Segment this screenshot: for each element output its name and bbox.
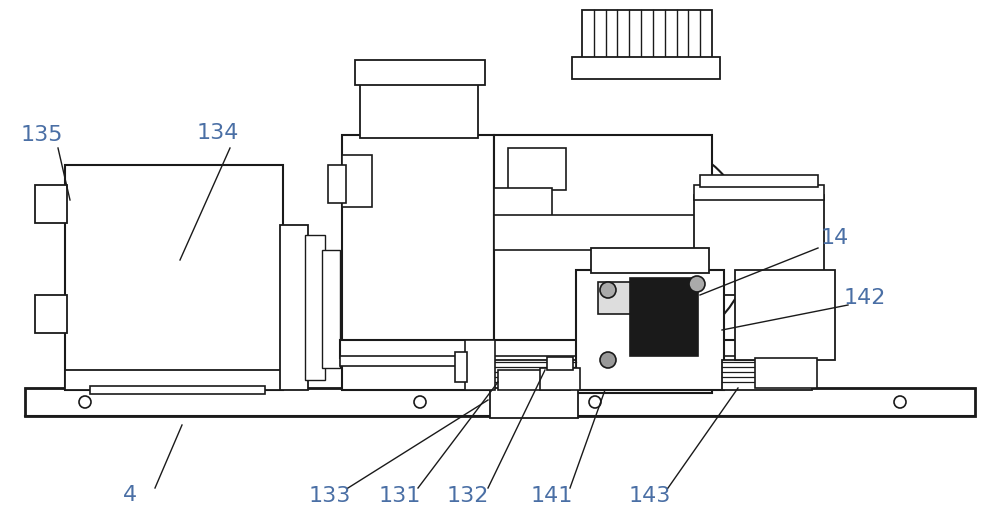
Bar [25, 388, 975, 416]
Text: 141: 141 [531, 486, 573, 506]
Circle shape [689, 276, 705, 292]
Circle shape [600, 282, 616, 298]
Bar [494, 215, 712, 250]
Bar [340, 356, 740, 366]
Circle shape [589, 396, 601, 408]
Circle shape [414, 396, 426, 408]
Bar [494, 135, 712, 393]
Bar [35, 295, 67, 333]
Bar [355, 60, 485, 85]
Text: 14: 14 [821, 228, 849, 248]
Bar [490, 388, 578, 418]
Bar [694, 195, 824, 295]
Bar [582, 10, 712, 60]
Bar [700, 175, 818, 187]
Bar [498, 370, 570, 390]
Bar [305, 235, 325, 380]
Bar [35, 185, 67, 223]
Bar [572, 57, 720, 79]
Circle shape [79, 396, 91, 408]
Text: 143: 143 [629, 486, 671, 506]
Circle shape [894, 396, 906, 408]
Bar [328, 165, 346, 203]
Bar [547, 357, 573, 370]
Bar [90, 386, 265, 394]
Bar [694, 185, 824, 200]
Bar [65, 165, 283, 390]
Bar [340, 340, 740, 358]
Bar [468, 360, 576, 390]
Circle shape [600, 352, 616, 368]
Bar [591, 248, 709, 273]
Bar [735, 270, 835, 360]
Text: 142: 142 [844, 288, 886, 308]
Text: 135: 135 [21, 125, 63, 145]
Text: 133: 133 [309, 486, 351, 506]
Bar [322, 250, 340, 368]
Text: 132: 132 [447, 486, 489, 506]
Text: 134: 134 [197, 123, 239, 143]
Text: 131: 131 [379, 486, 421, 506]
Bar [342, 135, 494, 390]
Circle shape [540, 140, 750, 350]
Bar [494, 188, 552, 218]
Bar [465, 340, 495, 390]
Bar [360, 80, 478, 138]
Text: 4: 4 [123, 485, 137, 505]
Bar [342, 155, 372, 207]
Bar [598, 282, 638, 314]
Bar [508, 148, 566, 190]
Bar [280, 225, 308, 390]
Bar [722, 360, 812, 390]
Bar [630, 278, 698, 356]
Bar [455, 352, 467, 382]
Bar [65, 370, 283, 390]
Bar [755, 358, 817, 388]
Bar [540, 368, 580, 390]
Bar [576, 270, 724, 390]
